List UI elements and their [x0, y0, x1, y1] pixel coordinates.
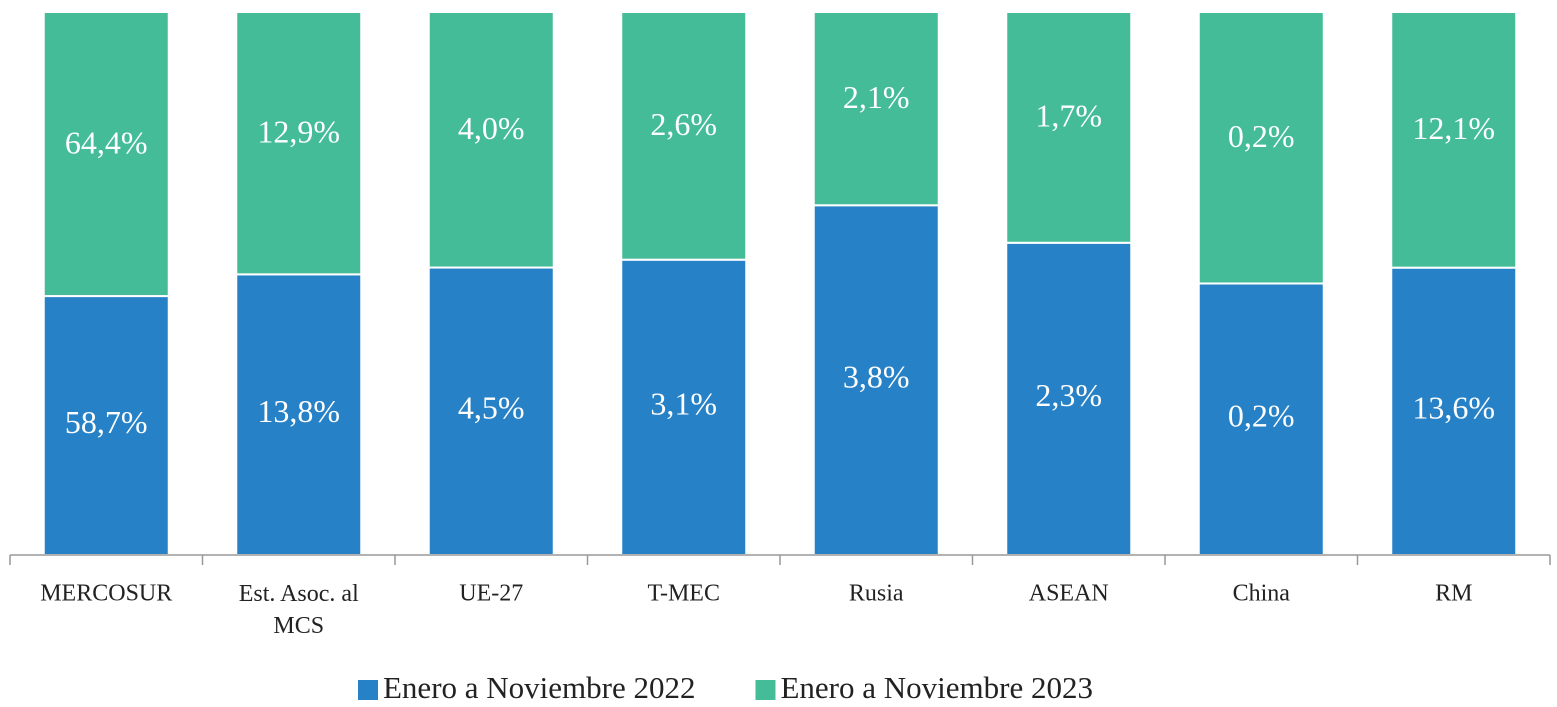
bar-segment	[235, 11, 363, 276]
data-label: 58,7%	[65, 404, 148, 440]
bar-segment	[1390, 11, 1518, 269]
x-tick-label: ASEAN	[1029, 581, 1109, 607]
bar-segment	[1005, 241, 1133, 556]
bar-segment	[427, 266, 555, 556]
data-label: 12,9%	[257, 114, 340, 150]
bar-segment	[620, 11, 748, 261]
bar-segment	[42, 11, 170, 298]
legend-swatch	[755, 680, 776, 700]
x-tick-label: China	[1233, 581, 1291, 607]
x-tick-label: Rusia	[849, 581, 904, 607]
data-label: 2,6%	[650, 106, 717, 142]
x-tick-label: RM	[1435, 581, 1472, 607]
data-label: 2,3%	[1035, 377, 1102, 413]
data-label: 64,4%	[65, 124, 148, 160]
x-tick-label: T-MEC	[648, 581, 720, 607]
x-tick-label: UE-27	[459, 581, 523, 607]
legend-label: Enero a Noviembre 2023	[780, 670, 1092, 705]
data-label: 4,0%	[458, 110, 525, 146]
bar-segment	[812, 11, 940, 207]
data-label: 2,1%	[843, 79, 910, 115]
data-label: 1,7%	[1035, 98, 1102, 134]
bar-segment	[42, 295, 170, 556]
data-label: 3,1%	[650, 386, 717, 422]
x-tick-label: MERCOSUR	[40, 581, 172, 607]
bar-segment	[427, 11, 555, 269]
data-label: 0,2%	[1228, 118, 1295, 154]
data-label: 0,2%	[1228, 398, 1295, 434]
x-tick-label: Est. Asoc. al MCS	[239, 581, 359, 639]
legend-swatch	[358, 680, 378, 700]
data-label: 3,8%	[843, 358, 910, 394]
bar-segment	[1390, 266, 1518, 556]
bar-segment	[1197, 282, 1325, 556]
legend-label: Enero a Noviembre 2022	[383, 670, 695, 705]
data-label: 4,5%	[458, 390, 525, 426]
data-label: 13,8%	[257, 393, 340, 429]
bar-segment	[1005, 11, 1133, 244]
bar-segment	[1197, 11, 1325, 285]
data-label: 12,1%	[1412, 110, 1495, 146]
data-label: 13,6%	[1412, 390, 1495, 426]
